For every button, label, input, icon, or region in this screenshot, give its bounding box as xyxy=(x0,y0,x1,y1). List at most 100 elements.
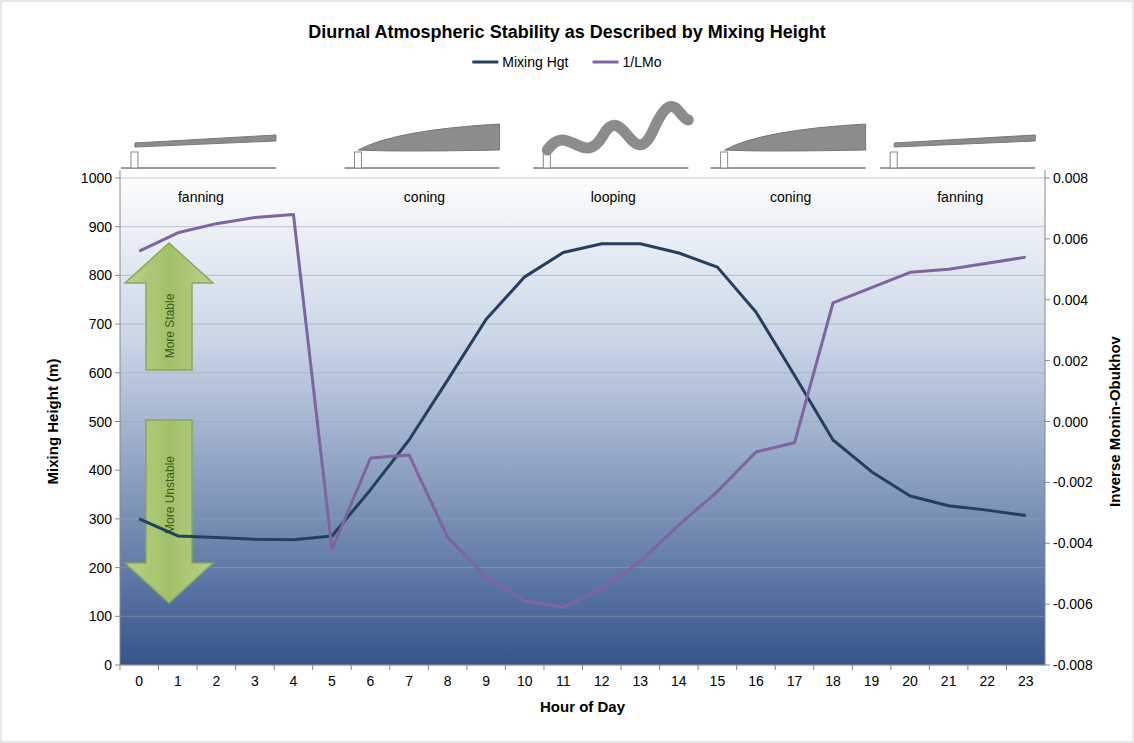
y-tick-label: 400 xyxy=(89,462,113,478)
y2-axis xyxy=(1045,170,1046,665)
x-tick xyxy=(698,665,699,670)
grid-line xyxy=(120,616,1045,617)
x-tick xyxy=(813,665,814,670)
grid-line xyxy=(120,421,1045,422)
plume-icon xyxy=(344,124,499,168)
y-tick-label: 700 xyxy=(89,316,113,332)
x-tick xyxy=(929,665,930,670)
x-tick xyxy=(543,665,544,670)
y-tick xyxy=(115,324,120,325)
title: Diurnal Atmospheric Stability as Describ… xyxy=(308,22,825,42)
y2-tick xyxy=(1045,299,1050,300)
y2-tick-label: 0.006 xyxy=(1053,231,1088,247)
y-tick xyxy=(115,178,120,179)
y2-tick xyxy=(1045,665,1050,666)
y2-tick xyxy=(1045,482,1050,483)
y2-tick xyxy=(1045,421,1050,422)
y2-tick xyxy=(1045,360,1050,361)
grid-line xyxy=(120,372,1045,373)
x-tick-label: 3 xyxy=(251,673,259,689)
y-tick-label: 600 xyxy=(89,365,113,381)
y2-tick-label: -0.004 xyxy=(1053,535,1093,551)
x-tick-label: 11 xyxy=(556,673,571,689)
x-tick-label: 12 xyxy=(594,673,610,689)
y-tick-label: 1000 xyxy=(81,170,112,186)
x-tick-label: 2 xyxy=(212,673,220,689)
y2-tick-label: -0.008 xyxy=(1053,657,1093,673)
x-tick xyxy=(582,665,583,670)
y-tick-label: 100 xyxy=(89,608,113,624)
y2-tick xyxy=(1045,604,1050,605)
arrow-label: More Unstable xyxy=(163,456,177,534)
y2-tick xyxy=(1045,178,1050,179)
x-tick-label: 13 xyxy=(633,673,649,689)
y-tick xyxy=(115,518,120,519)
grid-line xyxy=(120,518,1045,519)
x-tick xyxy=(389,665,390,670)
y-tick xyxy=(115,275,120,276)
arrow-down xyxy=(125,420,213,603)
x-tick-label: 19 xyxy=(864,673,880,689)
x-tick-label: 21 xyxy=(941,673,957,689)
annotation: fanning xyxy=(178,189,224,205)
legend-swatch xyxy=(472,61,498,64)
y2-tick-label: 0.008 xyxy=(1053,170,1088,186)
x-tick xyxy=(659,665,660,670)
plume-icon xyxy=(711,124,866,168)
legend-item: 1/LMo xyxy=(593,54,662,70)
y-axis-title: Mixing Height (m) xyxy=(44,359,61,485)
x-tick-label: 22 xyxy=(979,673,995,689)
x-tick xyxy=(505,665,506,670)
plot-area xyxy=(120,170,1045,665)
y2-tick-label: 0.002 xyxy=(1053,353,1088,369)
frame xyxy=(1,1,1133,742)
y-tick xyxy=(115,226,120,227)
y2-axis-title: Inverse Monin-Obukhov xyxy=(1106,335,1123,507)
y-tick xyxy=(115,616,120,617)
arrow-up xyxy=(125,243,213,370)
x-tick xyxy=(351,665,352,670)
y2-tick-label: 0.004 xyxy=(1053,292,1088,308)
x-tick-label: 14 xyxy=(671,673,687,689)
y-tick xyxy=(115,470,120,471)
annotation: fanning xyxy=(937,189,983,205)
x-tick xyxy=(274,665,275,670)
y-tick-label: 200 xyxy=(89,560,113,576)
x-tick xyxy=(120,665,121,670)
x-tick-label: 5 xyxy=(328,673,336,689)
y-tick-label: 800 xyxy=(89,267,113,283)
y-tick xyxy=(115,372,120,373)
legend: Mixing Hgt 1/LMo xyxy=(472,54,661,70)
y-tick-label: 0 xyxy=(104,657,112,673)
x-tick-label: 1 xyxy=(174,673,182,689)
y2-tick-label: 0.000 xyxy=(1053,414,1088,430)
x-tick-label: 18 xyxy=(825,673,841,689)
lines xyxy=(139,215,1025,608)
y-tick-label: 500 xyxy=(89,414,113,430)
series-line xyxy=(139,215,1025,608)
x-tick xyxy=(1006,665,1007,670)
x-tick-label: 17 xyxy=(787,673,803,689)
x-tick-label: 6 xyxy=(367,673,375,689)
x-tick-label: 9 xyxy=(482,673,490,689)
annotation: coning xyxy=(404,189,445,205)
x-tick xyxy=(775,665,776,670)
y2-tick-label: -0.006 xyxy=(1053,596,1093,612)
y2-tick xyxy=(1045,238,1050,239)
y-tick-label: 900 xyxy=(89,219,113,235)
plume-icon xyxy=(880,135,1035,168)
annotation: coning xyxy=(770,189,811,205)
x-tick xyxy=(235,665,236,670)
x-tick-label: 23 xyxy=(1018,673,1034,689)
arrow-label: More Stable xyxy=(163,293,177,358)
x-tick xyxy=(466,665,467,670)
x-tick-label: 16 xyxy=(748,673,764,689)
grid-line xyxy=(120,178,1045,179)
y-axis xyxy=(120,170,121,665)
x-tick-label: 8 xyxy=(444,673,452,689)
x-tick-label: 0 xyxy=(135,673,143,689)
y-tick-label: 300 xyxy=(89,511,113,527)
legend-item: Mixing Hgt xyxy=(472,54,568,70)
stability-arrow: More Unstable xyxy=(125,420,213,603)
plume-icon xyxy=(533,106,688,168)
